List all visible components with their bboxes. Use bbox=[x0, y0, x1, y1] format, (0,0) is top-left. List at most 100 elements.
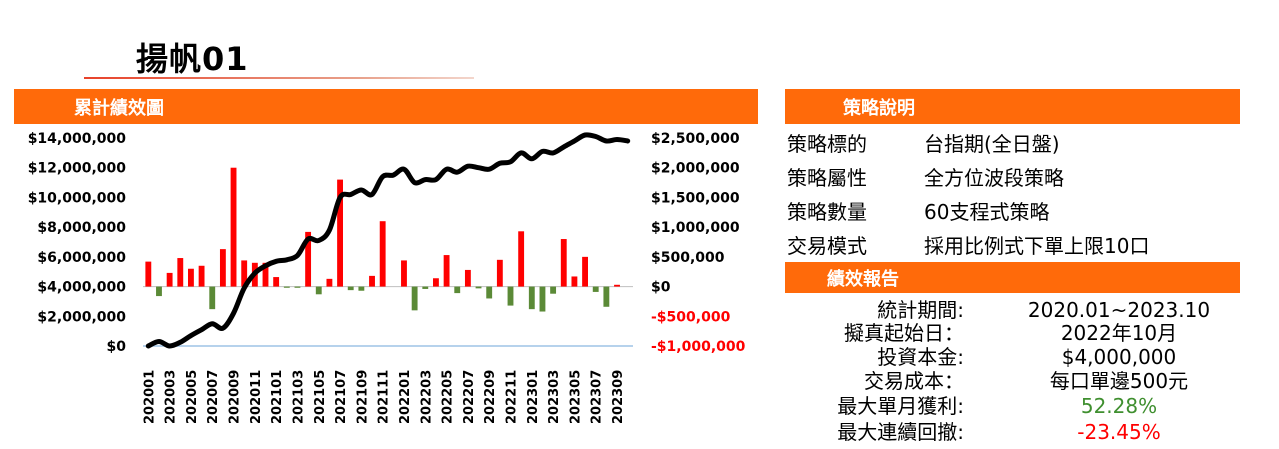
performance-value: 2020.01~2023.10 bbox=[1027, 298, 1211, 322]
performance-label: 交易成本： bbox=[864, 369, 964, 393]
strategy-value: 台指期(全日盤) bbox=[924, 132, 1060, 156]
performance-row: 統計期間: 2020.01~2023.10 bbox=[785, 299, 1240, 321]
performance-value: 52.28% bbox=[1080, 394, 1158, 418]
monthly-pnl-bar bbox=[145, 261, 152, 287]
performance-row: 最大連續回撤: -23.45% bbox=[785, 421, 1240, 443]
performance-label: 擬真起始日： bbox=[844, 321, 964, 345]
performance-row: 投資本金: $4,000,000 bbox=[785, 346, 1240, 368]
x-axis-tick-label: 202209 bbox=[483, 370, 498, 424]
x-axis-tick-label: 202201 bbox=[398, 370, 413, 424]
performance-value: -23.45% bbox=[1077, 420, 1161, 444]
x-axis-tick-label: 202011 bbox=[249, 370, 264, 424]
page-title: 揚帆01 bbox=[136, 40, 249, 78]
strategy-value: 60支程式策略 bbox=[924, 200, 1050, 224]
monthly-pnl-bar bbox=[305, 231, 312, 287]
monthly-pnl-bar bbox=[496, 259, 503, 287]
x-axis-tick-label: 202107 bbox=[334, 370, 349, 424]
strategy-value: 採用比例式下單上限10口 bbox=[924, 234, 1150, 258]
monthly-pnl-bar bbox=[369, 275, 375, 287]
monthly-pnl-bar bbox=[486, 286, 493, 299]
monthly-pnl-bar bbox=[550, 286, 557, 294]
monthly-pnl-bar bbox=[464, 269, 471, 287]
x-axis-tick-label: 202305 bbox=[568, 370, 583, 424]
left-axis-tick-label: $12,000,000 bbox=[28, 161, 127, 177]
right-axis-tick-label: $1,500,000 bbox=[651, 190, 740, 206]
strategy-section-title: 策略說明 bbox=[843, 97, 915, 119]
x-axis-tick-label: 202003 bbox=[164, 370, 179, 424]
monthly-pnl-bar bbox=[209, 286, 216, 310]
left-axis-tick-label: $0 bbox=[107, 339, 127, 355]
monthly-pnl-bar bbox=[422, 286, 429, 289]
monthly-pnl-bar bbox=[315, 286, 322, 295]
strategy-label: 策略標的 bbox=[787, 132, 867, 156]
monthly-pnl-bar bbox=[401, 260, 407, 287]
x-axis-tick-label: 202001 bbox=[142, 370, 157, 424]
x-axis-tick-label: 202103 bbox=[291, 370, 306, 424]
x-axis-tick-label: 202207 bbox=[462, 370, 477, 424]
performance-value: 每口單邊500元 bbox=[1049, 369, 1189, 393]
performance-label: 最大單月獲利: bbox=[837, 394, 964, 418]
monthly-pnl-bar bbox=[560, 239, 567, 287]
strategy-label: 策略屬性 bbox=[787, 166, 867, 190]
x-axis-tick-label: 202111 bbox=[377, 370, 392, 424]
monthly-pnl-bar bbox=[443, 255, 450, 287]
x-axis-tick-label: 202203 bbox=[419, 370, 434, 424]
x-axis-tick-label: 202205 bbox=[441, 370, 456, 424]
monthly-pnl-bar bbox=[528, 286, 535, 310]
monthly-pnl-bar bbox=[539, 286, 546, 312]
monthly-pnl-bar bbox=[177, 258, 184, 287]
monthly-pnl-bar bbox=[379, 221, 386, 287]
x-axis-tick-label: 202005 bbox=[185, 370, 200, 424]
monthly-pnl-bar bbox=[273, 277, 280, 287]
right-axis-tick-label: -$1,000,000 bbox=[651, 339, 746, 355]
right-axis-tick-label: $2,500,000 bbox=[651, 131, 740, 147]
x-axis-tick-label: 202211 bbox=[505, 370, 520, 424]
monthly-pnl-bar bbox=[358, 286, 365, 291]
x-axis-tick-label: 202109 bbox=[355, 370, 370, 424]
monthly-pnl-bar bbox=[582, 256, 588, 287]
monthly-pnl-bar bbox=[283, 286, 290, 288]
right-axis-tick-label: $2,000,000 bbox=[651, 161, 740, 177]
performance-label: 統計期間: bbox=[877, 298, 964, 322]
cumulative-performance-chart: $0 $2,000,000 $4,000,000 $6,000,000 $8,000,0… bbox=[28, 131, 746, 424]
monthly-pnl-bar bbox=[411, 286, 418, 311]
x-axis-tick-label: 202303 bbox=[547, 370, 562, 424]
x-axis-tick-label: 202309 bbox=[611, 370, 626, 424]
x-axis-tick-label: 202301 bbox=[526, 370, 541, 424]
performance-value: 2022年10月 bbox=[1060, 321, 1178, 345]
left-axis-tick-label: $4,000,000 bbox=[37, 280, 126, 296]
chart-section-header: 累計績效圖 bbox=[14, 89, 758, 124]
monthly-pnl-bar bbox=[156, 286, 162, 297]
performance-row: 擬真起始日： 2022年10月 bbox=[785, 322, 1240, 344]
x-axis-tick-label: 202307 bbox=[590, 370, 605, 424]
left-axis-tick-label: $6,000,000 bbox=[37, 250, 126, 266]
monthly-pnl-bar bbox=[592, 286, 599, 292]
monthly-pnl-bar bbox=[198, 265, 205, 287]
monthly-pnl-bar bbox=[518, 231, 525, 287]
right-axis-tick-label: -$500,000 bbox=[651, 309, 731, 325]
x-axis-tick-label: 202101 bbox=[270, 370, 285, 424]
strategy-section-header: 策略說明 bbox=[785, 89, 1240, 124]
performance-label: 最大連續回撤: bbox=[837, 420, 964, 444]
monthly-pnl-bar bbox=[507, 286, 514, 306]
performance-section-title: 績效報告 bbox=[827, 268, 899, 290]
monthly-pnl-bar bbox=[571, 276, 578, 287]
left-axis-tick-label: $14,000,000 bbox=[28, 131, 127, 147]
cumulative-equity-line bbox=[145, 132, 631, 349]
right-axis-tick-label: $0 bbox=[651, 280, 671, 296]
monthly-pnl-bar bbox=[614, 284, 620, 287]
x-axis-tick-label: 202009 bbox=[228, 370, 243, 424]
monthly-pnl-bar bbox=[230, 167, 237, 287]
monthly-pnl-bar bbox=[188, 268, 194, 287]
monthly-pnl-bar bbox=[219, 249, 226, 287]
title-underline bbox=[84, 77, 474, 79]
monthly-pnl-bar bbox=[294, 286, 301, 288]
left-axis-tick-label: $8,000,000 bbox=[37, 220, 126, 236]
monthly-pnl-bar bbox=[454, 286, 461, 294]
monthly-pnl-bar bbox=[475, 286, 482, 289]
right-axis-tick-label: $500,000 bbox=[651, 250, 725, 266]
monthly-pnl-bar bbox=[326, 278, 333, 287]
performance-row: 最大單月獲利: 52.28% bbox=[785, 395, 1240, 417]
strategy-label: 交易模式 bbox=[787, 234, 867, 258]
monthly-pnl-bar bbox=[166, 272, 173, 287]
